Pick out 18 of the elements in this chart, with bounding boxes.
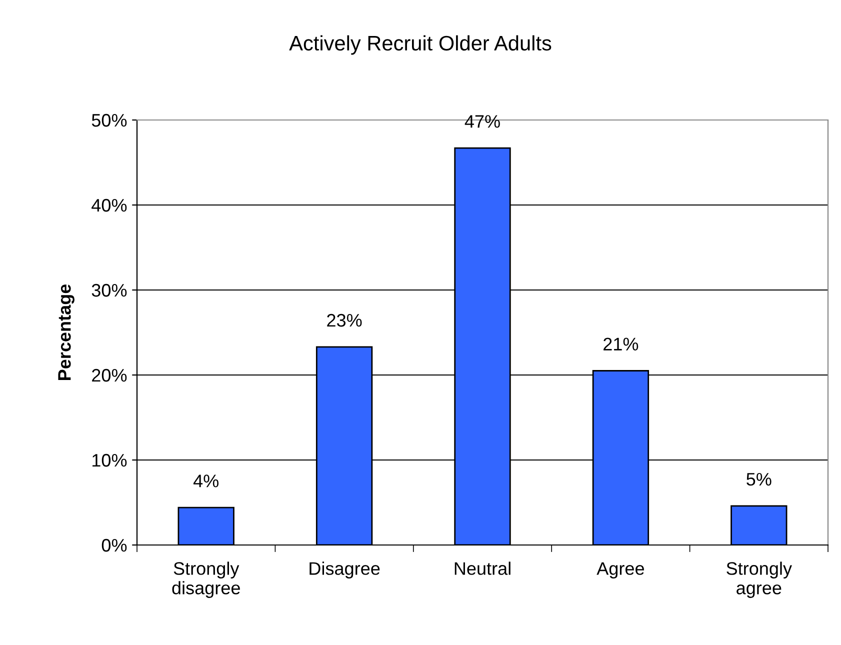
data-label: 23% (327, 314, 362, 327)
y-tick-label: 30% (92, 284, 127, 297)
y-axis-title: Percentage (58, 284, 74, 380)
data-label: 4% (193, 474, 219, 488)
y-tick-label: 10% (92, 454, 127, 467)
data-label: 21% (604, 338, 638, 350)
data-label: 47% (464, 115, 500, 128)
y-tick-label: 40% (92, 198, 127, 212)
data-label: 5% (746, 472, 772, 486)
chart-title: Actively Recruit Older Adults (289, 35, 552, 55)
x-tick-label: Agree (596, 562, 644, 578)
x-tick-label: Disagree (310, 562, 380, 578)
x-tick-label: Strongly agree (726, 562, 792, 598)
x-tick-label: Strongly disagree (172, 562, 240, 598)
y-tick-label: 0% (102, 538, 127, 552)
y-tick-label: 50% (92, 114, 127, 127)
x-tick-label: Neutral (454, 562, 510, 575)
y-tick-label: 20% (92, 368, 127, 382)
